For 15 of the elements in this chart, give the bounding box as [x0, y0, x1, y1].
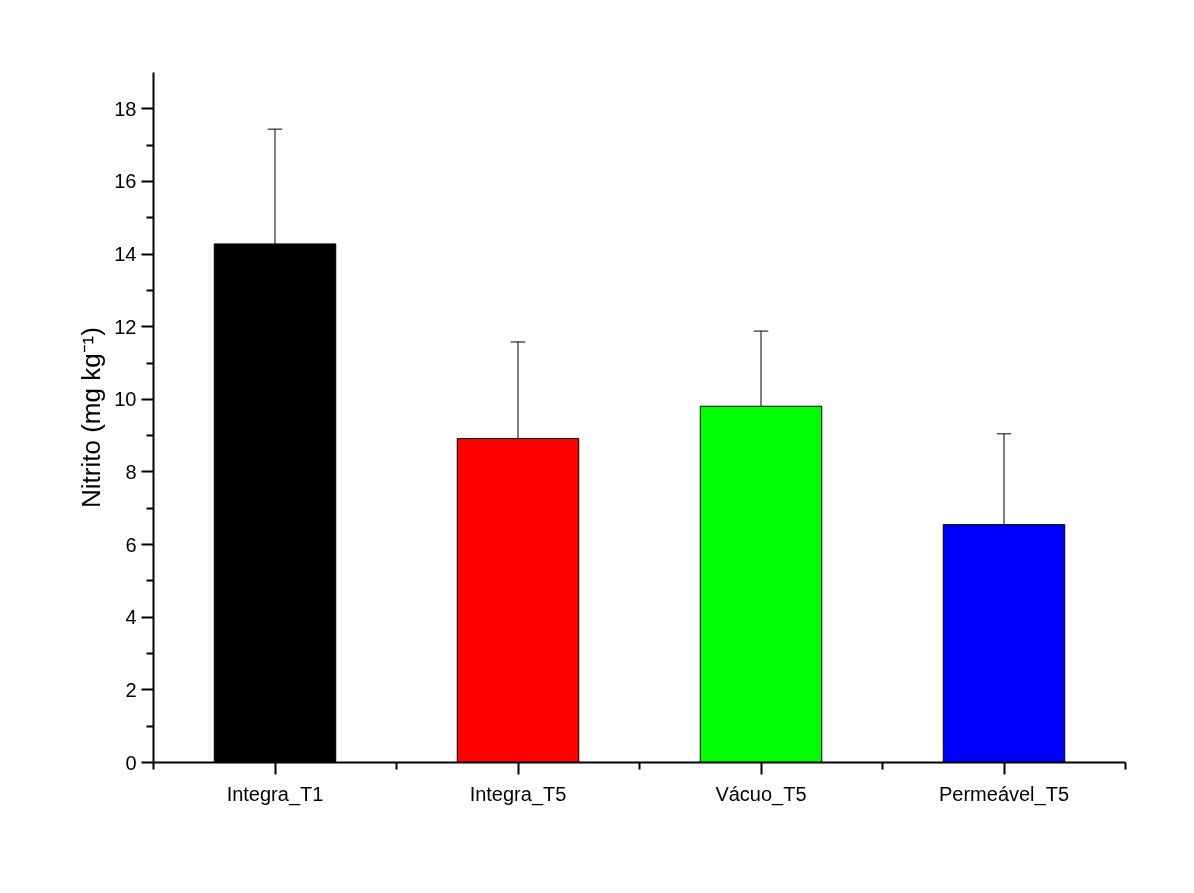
x-tick-label: Integra_T1	[226, 782, 324, 806]
y-tick-label: 12	[114, 315, 137, 338]
y-tick-label: 6	[125, 533, 137, 556]
x-tick-label: Integra_T5	[469, 782, 567, 806]
y-tick-label: 16	[114, 170, 137, 193]
y-tick-label: 0	[125, 751, 137, 774]
y-tick-label: 2	[125, 678, 137, 701]
y-tick-label: 14	[114, 243, 137, 266]
x-tick-label: Permeável_T5	[938, 782, 1070, 806]
y-tick-label: 10	[114, 388, 137, 411]
y-tick-label: 18	[114, 97, 137, 120]
y-tick-label: 8	[125, 460, 137, 483]
y-tick-label: 4	[125, 606, 137, 629]
y-axis-title: Nitrito (mg kg⁻¹)	[76, 327, 107, 508]
x-tick-label: Vácuo_T5	[715, 782, 807, 806]
